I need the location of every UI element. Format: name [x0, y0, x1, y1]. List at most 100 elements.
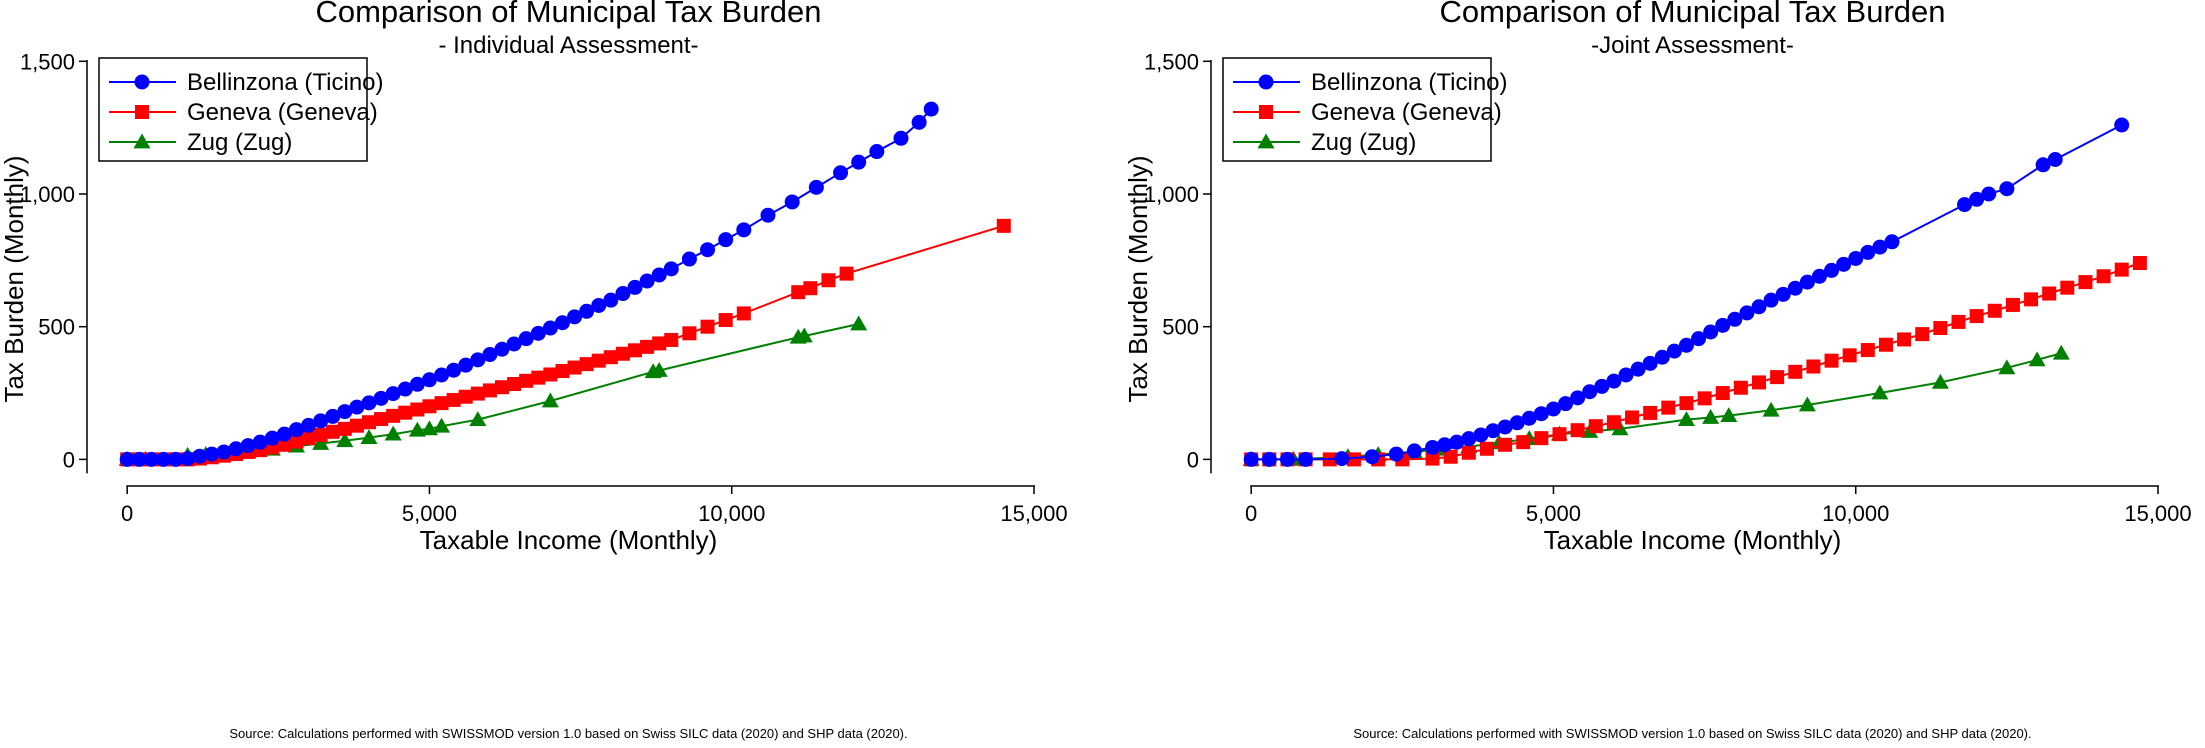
legend: Bellinzona (Ticino) Geneva (Geneva) Zug (Z…: [1222, 57, 1508, 162]
data-point: [1497, 419, 1513, 435]
data-point: [923, 101, 939, 117]
data-point: [1461, 445, 1476, 460]
data-point: [446, 392, 461, 407]
data-point: [458, 357, 474, 373]
series-bellinzona: [119, 101, 939, 467]
data-point: [1449, 434, 1465, 450]
data-point: [1485, 423, 1501, 439]
data-point: [628, 343, 642, 358]
data-point: [506, 336, 522, 352]
data-point: [458, 389, 473, 404]
data-point: [325, 424, 340, 439]
data-point: [1806, 359, 1821, 374]
y-tick-label: 1,500: [20, 49, 75, 74]
data-point: [360, 429, 378, 444]
data-point: [1727, 311, 1743, 327]
data-point: [1752, 375, 1766, 390]
data-point: [1661, 400, 1676, 415]
data-point: [434, 367, 450, 383]
data-point: [1998, 359, 2016, 375]
data-point: [1715, 317, 1731, 333]
data-point: [2060, 280, 2075, 295]
data-point: [869, 144, 885, 160]
data-point: [143, 451, 159, 467]
y-tick-label: 1,000: [20, 182, 75, 207]
data-point: [2132, 256, 2147, 270]
data-point: [313, 427, 328, 442]
data-point: [1279, 451, 1295, 467]
data-point: [1951, 314, 1966, 329]
x-tick-label: 0: [121, 501, 133, 526]
legend-label: Geneva (Geneva): [187, 99, 378, 126]
data-point: [2024, 292, 2039, 307]
legend-label: Zug (Zug): [187, 129, 292, 156]
data-point: [996, 218, 1011, 233]
x-tick-label: 15,000: [2124, 501, 2191, 526]
data-point: [216, 444, 232, 460]
data-point: [1654, 349, 1670, 365]
data-point: [301, 431, 316, 446]
data-point: [893, 130, 909, 146]
chart-subtitle: -Joint Assessment-: [1591, 32, 1794, 59]
data-point: [795, 327, 813, 343]
x-tick-label: 15,000: [1000, 501, 1067, 526]
data-point: [1824, 353, 1839, 368]
legend-marker: [1257, 133, 1275, 149]
data-point: [1733, 380, 1748, 395]
y-axis-title: Tax Burden (Monthly): [1123, 155, 1153, 402]
data-point: [640, 339, 655, 354]
data-point: [1582, 384, 1598, 400]
data-point: [567, 309, 583, 325]
data-point: [325, 408, 341, 424]
data-point: [1630, 361, 1646, 377]
data-point: [1697, 391, 1712, 406]
data-point: [2047, 152, 2063, 167]
data-point: [301, 417, 317, 433]
data-point: [760, 207, 776, 223]
data-point: [1884, 234, 1900, 250]
data-point: [851, 154, 867, 170]
x-axis-title: Taxable Income (Monthly): [1544, 525, 1842, 555]
data-point: [349, 399, 365, 415]
data-point: [567, 360, 582, 375]
data-point: [700, 242, 716, 258]
data-point: [470, 352, 486, 368]
data-point: [2114, 117, 2130, 133]
data-point: [1798, 396, 1816, 412]
data-point: [1406, 443, 1422, 459]
x-tick-label: 5,000: [402, 501, 457, 526]
data-point: [627, 279, 643, 295]
data-point: [1878, 337, 1893, 352]
data-point: [1509, 415, 1525, 431]
data-point: [2096, 269, 2111, 284]
data-point: [2078, 275, 2093, 290]
data-point: [519, 373, 534, 388]
data-point: [1606, 415, 1621, 430]
data-point: [433, 417, 451, 433]
data-point: [700, 319, 715, 334]
data-point: [821, 273, 836, 288]
data-point: [682, 326, 697, 341]
data-point: [803, 281, 818, 296]
data-point: [276, 426, 292, 442]
data-point: [1715, 386, 1730, 401]
data-point: [336, 432, 354, 448]
data-point: [337, 421, 352, 436]
data-point: [1763, 292, 1779, 308]
data-point: [1931, 373, 1949, 389]
data-point: [615, 346, 630, 361]
data-point: [361, 395, 377, 411]
data-point: [1678, 337, 1694, 353]
y-tick-label: 500: [1162, 315, 1199, 340]
data-point: [1498, 437, 1513, 452]
data-point: [313, 413, 329, 429]
x-axis-title: Taxable Income (Monthly): [420, 525, 718, 555]
data-point: [1594, 378, 1610, 394]
data-point: [2052, 344, 2070, 360]
legend-marker: [1258, 74, 1274, 90]
data-point: [1643, 405, 1658, 420]
data-point: [1981, 186, 1997, 202]
data-point: [1788, 364, 1803, 379]
data-point: [1679, 396, 1694, 411]
y-tick-label: 500: [38, 315, 75, 340]
